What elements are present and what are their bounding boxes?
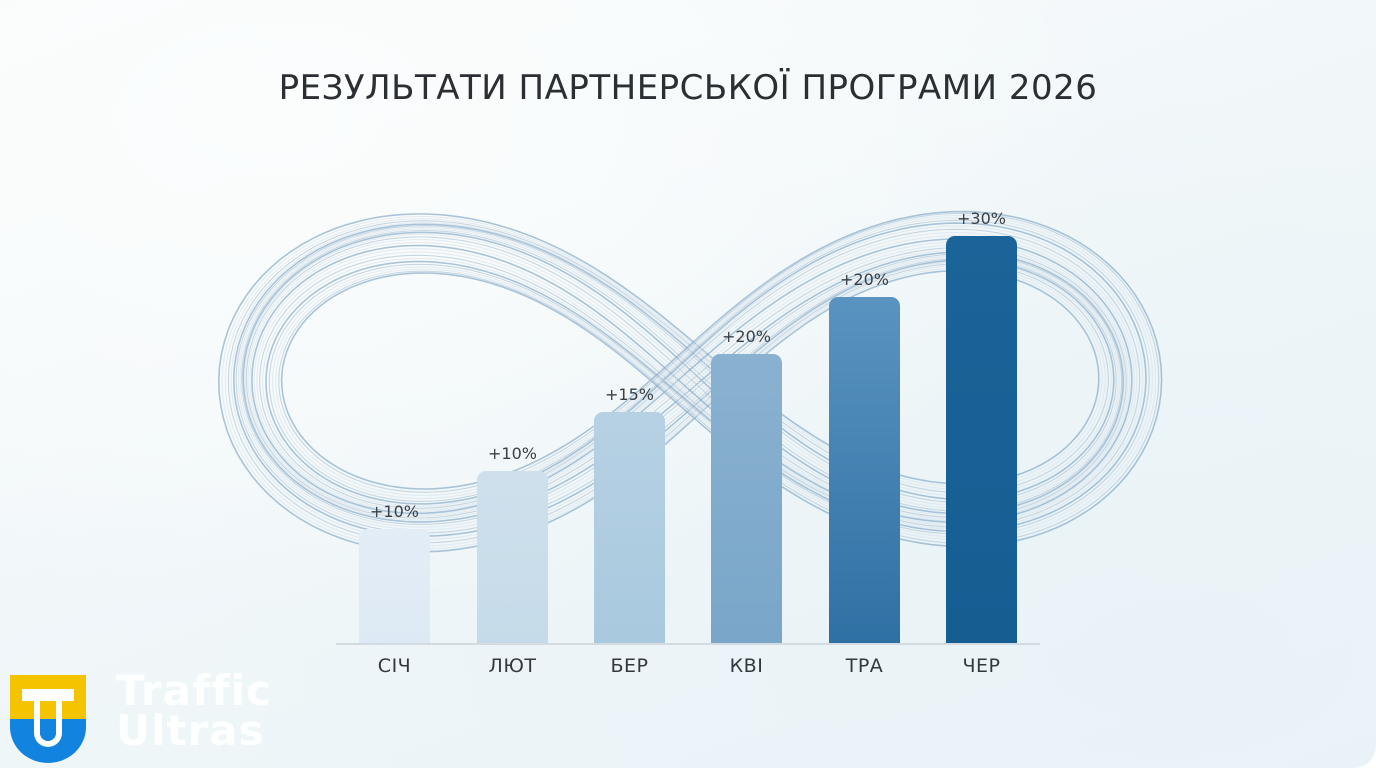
- x-axis-tick-label: БЕР: [610, 655, 649, 677]
- bar-1: [359, 529, 430, 644]
- bar-3: [594, 412, 665, 644]
- brand-name-line1: Traffic: [116, 666, 272, 715]
- chart-title: РЕЗУЛЬТАТИ ПАРТНЕРСЬКОЇ ПРОГРАМИ 2026: [278, 68, 1098, 108]
- bar-value-label: +20%: [840, 270, 889, 289]
- bar-6: [946, 236, 1017, 644]
- x-axis-tick-label: КВІ: [729, 655, 764, 677]
- bar-value-label: +30%: [957, 209, 1006, 228]
- x-axis-baseline: [336, 643, 1040, 645]
- traffic-ultras-logo-icon: [10, 675, 86, 763]
- bar-5: [829, 297, 900, 644]
- x-axis-tick-label: ЧЕР: [962, 655, 1001, 677]
- bar-2: [477, 471, 548, 644]
- x-axis-tick-label: СІЧ: [377, 655, 412, 677]
- x-axis-tick-label: ТРА: [845, 655, 884, 677]
- bar-value-label: +10%: [488, 444, 537, 463]
- bar-4: [711, 354, 782, 644]
- bar-value-label: +20%: [722, 327, 771, 346]
- bar-value-label: +15%: [605, 385, 654, 404]
- brand-name-line2: Ultras: [116, 706, 265, 755]
- brand-logo: Traffic Ultras: [10, 670, 310, 765]
- brand-name: Traffic Ultras: [116, 666, 272, 755]
- bar-value-label: +10%: [370, 502, 419, 521]
- x-axis-tick-label: ЛЮТ: [488, 655, 537, 677]
